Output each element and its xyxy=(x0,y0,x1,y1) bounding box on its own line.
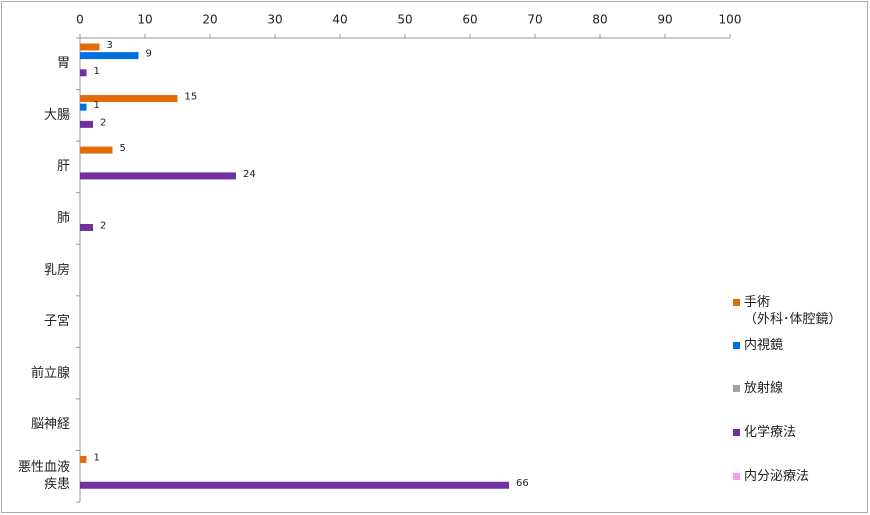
legend-label: 内視鏡 xyxy=(744,338,784,353)
x-tick-label: 70 xyxy=(527,13,542,27)
x-tick-label: 0 xyxy=(76,13,84,27)
category-label: 子宮 xyxy=(43,314,70,330)
x-tick-label: 80 xyxy=(592,13,607,27)
data-label: 66 xyxy=(516,478,529,489)
bar xyxy=(80,103,87,111)
category-label: 脳神経 xyxy=(30,417,70,433)
data-label: 2 xyxy=(100,117,106,128)
x-tick-label: 40 xyxy=(332,13,347,27)
bar xyxy=(80,120,93,128)
x-tick-label: 60 xyxy=(462,13,477,27)
legend-swatch xyxy=(733,385,740,392)
data-label: 1 xyxy=(94,452,100,463)
x-tick-label: 10 xyxy=(137,13,152,27)
x-tick-label: 20 xyxy=(202,13,217,27)
legend-label: 化学療法 xyxy=(744,425,797,440)
data-label: 5 xyxy=(120,143,126,154)
category-label: 悪性血液 疾患 xyxy=(17,460,70,493)
category-label: 大腸 xyxy=(43,107,70,123)
data-label: 9 xyxy=(146,49,152,60)
category-label: 胃 xyxy=(56,56,70,72)
legend-swatch xyxy=(733,342,740,349)
category-label: 肺 xyxy=(56,210,70,226)
legend-swatch xyxy=(733,299,740,306)
x-tick-label: 90 xyxy=(657,13,672,27)
category-label: 肝 xyxy=(56,159,70,175)
x-tick-label: 30 xyxy=(267,13,282,27)
bar xyxy=(80,172,236,180)
data-label: 1 xyxy=(94,100,100,111)
bar xyxy=(80,481,509,489)
category-label: 乳房 xyxy=(43,262,70,278)
bar xyxy=(80,223,93,231)
category-label: 前立腺 xyxy=(30,365,70,381)
x-tick-label: 100 xyxy=(719,13,742,27)
legend-label: 内分泌療法 xyxy=(744,469,810,484)
bar xyxy=(80,52,139,60)
data-label: 2 xyxy=(100,220,106,231)
x-tick-label: 50 xyxy=(397,13,412,27)
bar xyxy=(80,95,178,103)
legend-swatch xyxy=(733,473,740,480)
data-label: 3 xyxy=(107,40,113,51)
bar xyxy=(80,69,87,77)
legend-label: 手術 （外科･体腔鏡） xyxy=(744,295,842,327)
bar xyxy=(80,146,113,154)
legend-label: 放射線 xyxy=(744,381,784,396)
data-label: 24 xyxy=(243,169,256,180)
data-label: 15 xyxy=(185,92,198,103)
bar xyxy=(80,43,100,51)
bar xyxy=(80,455,87,463)
legend-swatch xyxy=(733,429,740,436)
data-label: 1 xyxy=(94,66,100,77)
